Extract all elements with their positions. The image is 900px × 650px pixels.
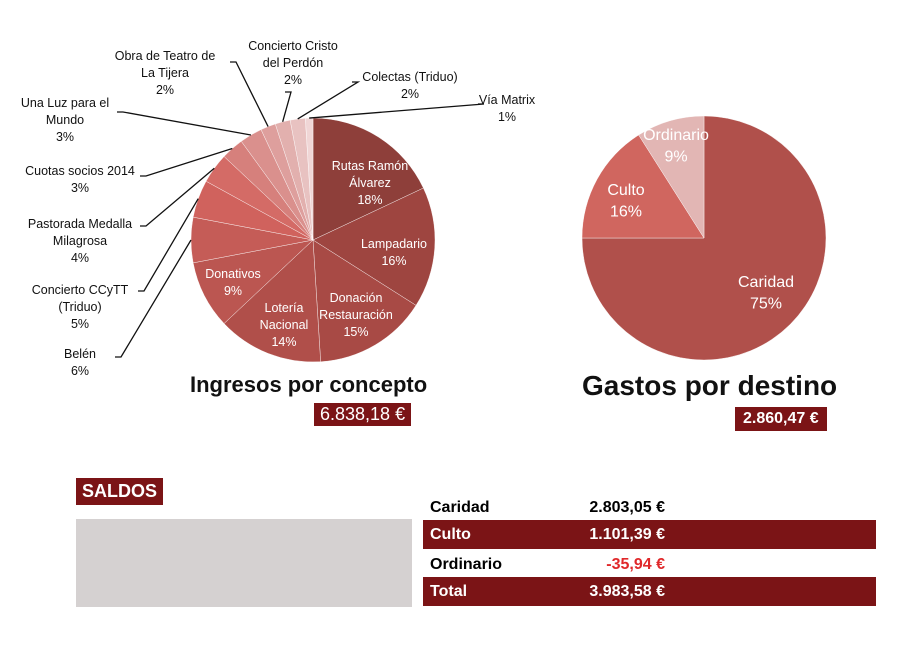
row-value: 2.803,05 € <box>589 499 665 516</box>
slice-label: Lampadario 16% <box>361 237 427 268</box>
saldo-row-ordinario: Ordinario -35,94 € <box>423 550 876 579</box>
saldo-row-total: Total 3.983,58 € <box>423 577 876 606</box>
chart-title-ingresos: Ingresos por concepto <box>190 372 428 397</box>
slice-label: Rutas Ramón Álvarez 18% <box>332 159 408 207</box>
slice-label: Donativos 9% <box>205 267 261 298</box>
grey-panel <box>76 519 412 607</box>
slice-label: Concierto CCyTT (Triduo) 5% <box>32 283 129 331</box>
slice-label: Concierto Cristo del Perdón 2% <box>248 39 338 87</box>
pie-slice-0-1 <box>312 187 436 306</box>
leader-line <box>138 198 199 292</box>
slice-label: Una Luz para el Mundo 3% <box>21 96 109 144</box>
slice-label: Belén 6% <box>64 347 96 378</box>
leader-line <box>140 147 233 177</box>
slice-label: Obra de Teatro de La Tijera 2% <box>115 49 216 97</box>
leader-line <box>230 61 269 127</box>
row-value: 1.101,39 € <box>589 526 665 543</box>
saldo-row-culto: Culto 1.101,39 € <box>423 520 876 549</box>
pie-slice-0-0 <box>312 117 424 241</box>
ingresos-total: 6.838,18 € <box>314 403 412 426</box>
row-value: 3.983,58 € <box>589 583 665 600</box>
leader-line <box>140 167 215 227</box>
leader-line <box>117 111 252 136</box>
leader-line <box>309 103 485 119</box>
leader-line <box>115 239 192 358</box>
row-label: Culto <box>430 526 471 543</box>
pie-slice-0-3 <box>223 239 321 363</box>
slice-label: Colectas (Triduo) 2% <box>362 70 457 101</box>
slice-label: Pastorada Medalla Milagrosa 4% <box>28 217 132 265</box>
row-value: -35,94 € <box>606 556 665 573</box>
pie-slice-0-2 <box>312 239 417 362</box>
leader-line <box>282 91 292 123</box>
row-label: Total <box>430 583 468 600</box>
row-label: Ordinario <box>430 556 503 573</box>
saldo-row-caridad: Caridad 2.803,05 € <box>423 493 876 522</box>
pie-slice-1-1 <box>581 134 705 239</box>
slice-label: Vía Matrix 1% <box>479 93 536 124</box>
saldos-heading: SALDOS <box>76 478 164 505</box>
gastos-total: 2.860,47 € <box>735 407 827 431</box>
pie-slice-1-2 <box>638 115 705 239</box>
slice-label: Lotería Nacional 14% <box>260 301 309 349</box>
slice-label: Caridad 75% <box>738 274 794 313</box>
chart-title-gastos: Gastos por destino <box>582 370 838 401</box>
row-label: Caridad <box>430 499 490 516</box>
slice-label: Ordinario 9% <box>643 127 709 166</box>
slice-label: Donación Restauración 15% <box>319 291 393 339</box>
leader-line <box>297 81 361 120</box>
slice-label: Cuotas socios 2014 3% <box>25 164 135 195</box>
slice-label: Culto 16% <box>607 182 644 221</box>
